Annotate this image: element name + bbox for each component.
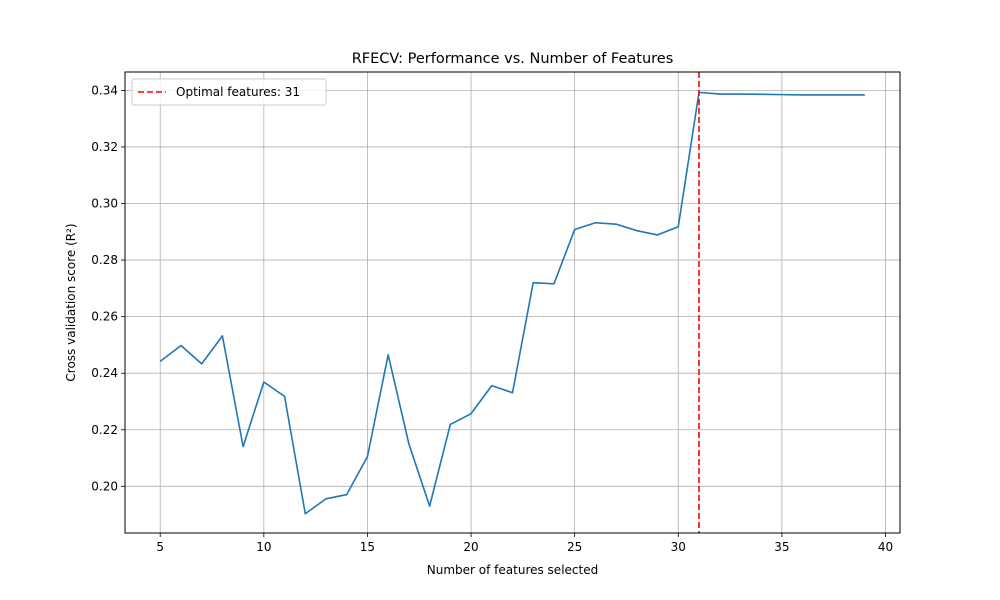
legend-entry-optimal-features: Optimal features: 31 <box>176 85 300 99</box>
y-tick-label: 0.30 <box>91 197 118 211</box>
plot-area-frame <box>124 71 901 534</box>
legend: Optimal features: 31 <box>131 78 327 106</box>
chart-title: RFECV: Performance vs. Number of Feature… <box>352 51 674 67</box>
y-tick-label: 0.32 <box>91 140 118 154</box>
x-tick-label: 35 <box>774 540 789 554</box>
x-tick-label: 40 <box>878 540 893 554</box>
series-line <box>159 91 865 515</box>
x-tick-label: 30 <box>671 540 686 554</box>
x-tick-label: 5 <box>156 540 164 554</box>
y-tick-label: 0.20 <box>91 479 118 493</box>
x-axis-ticks: 5 10 15 20 25 30 35 40 <box>156 533 893 554</box>
y-tick-label: 0.24 <box>91 366 118 380</box>
x-axis-label: Number of features selected <box>427 563 598 577</box>
legend-box <box>131 78 327 106</box>
x-tick-label: 20 <box>463 540 478 554</box>
y-axis-ticks: 0.20 0.22 0.24 0.26 0.28 0.30 0.32 0.34 <box>91 83 125 493</box>
x-tick-label: 25 <box>567 540 582 554</box>
x-tick-label: 10 <box>256 540 271 554</box>
y-tick-label: 0.26 <box>91 310 118 324</box>
series-layer <box>159 91 865 515</box>
y-tick-label: 0.28 <box>91 253 118 267</box>
x-tick-label: 15 <box>360 540 375 554</box>
y-tick-label: 0.34 <box>91 83 118 97</box>
grid-lines <box>125 72 900 533</box>
y-tick-label: 0.22 <box>91 423 118 437</box>
y-axis-label: Cross validation score (R²) <box>64 223 78 381</box>
